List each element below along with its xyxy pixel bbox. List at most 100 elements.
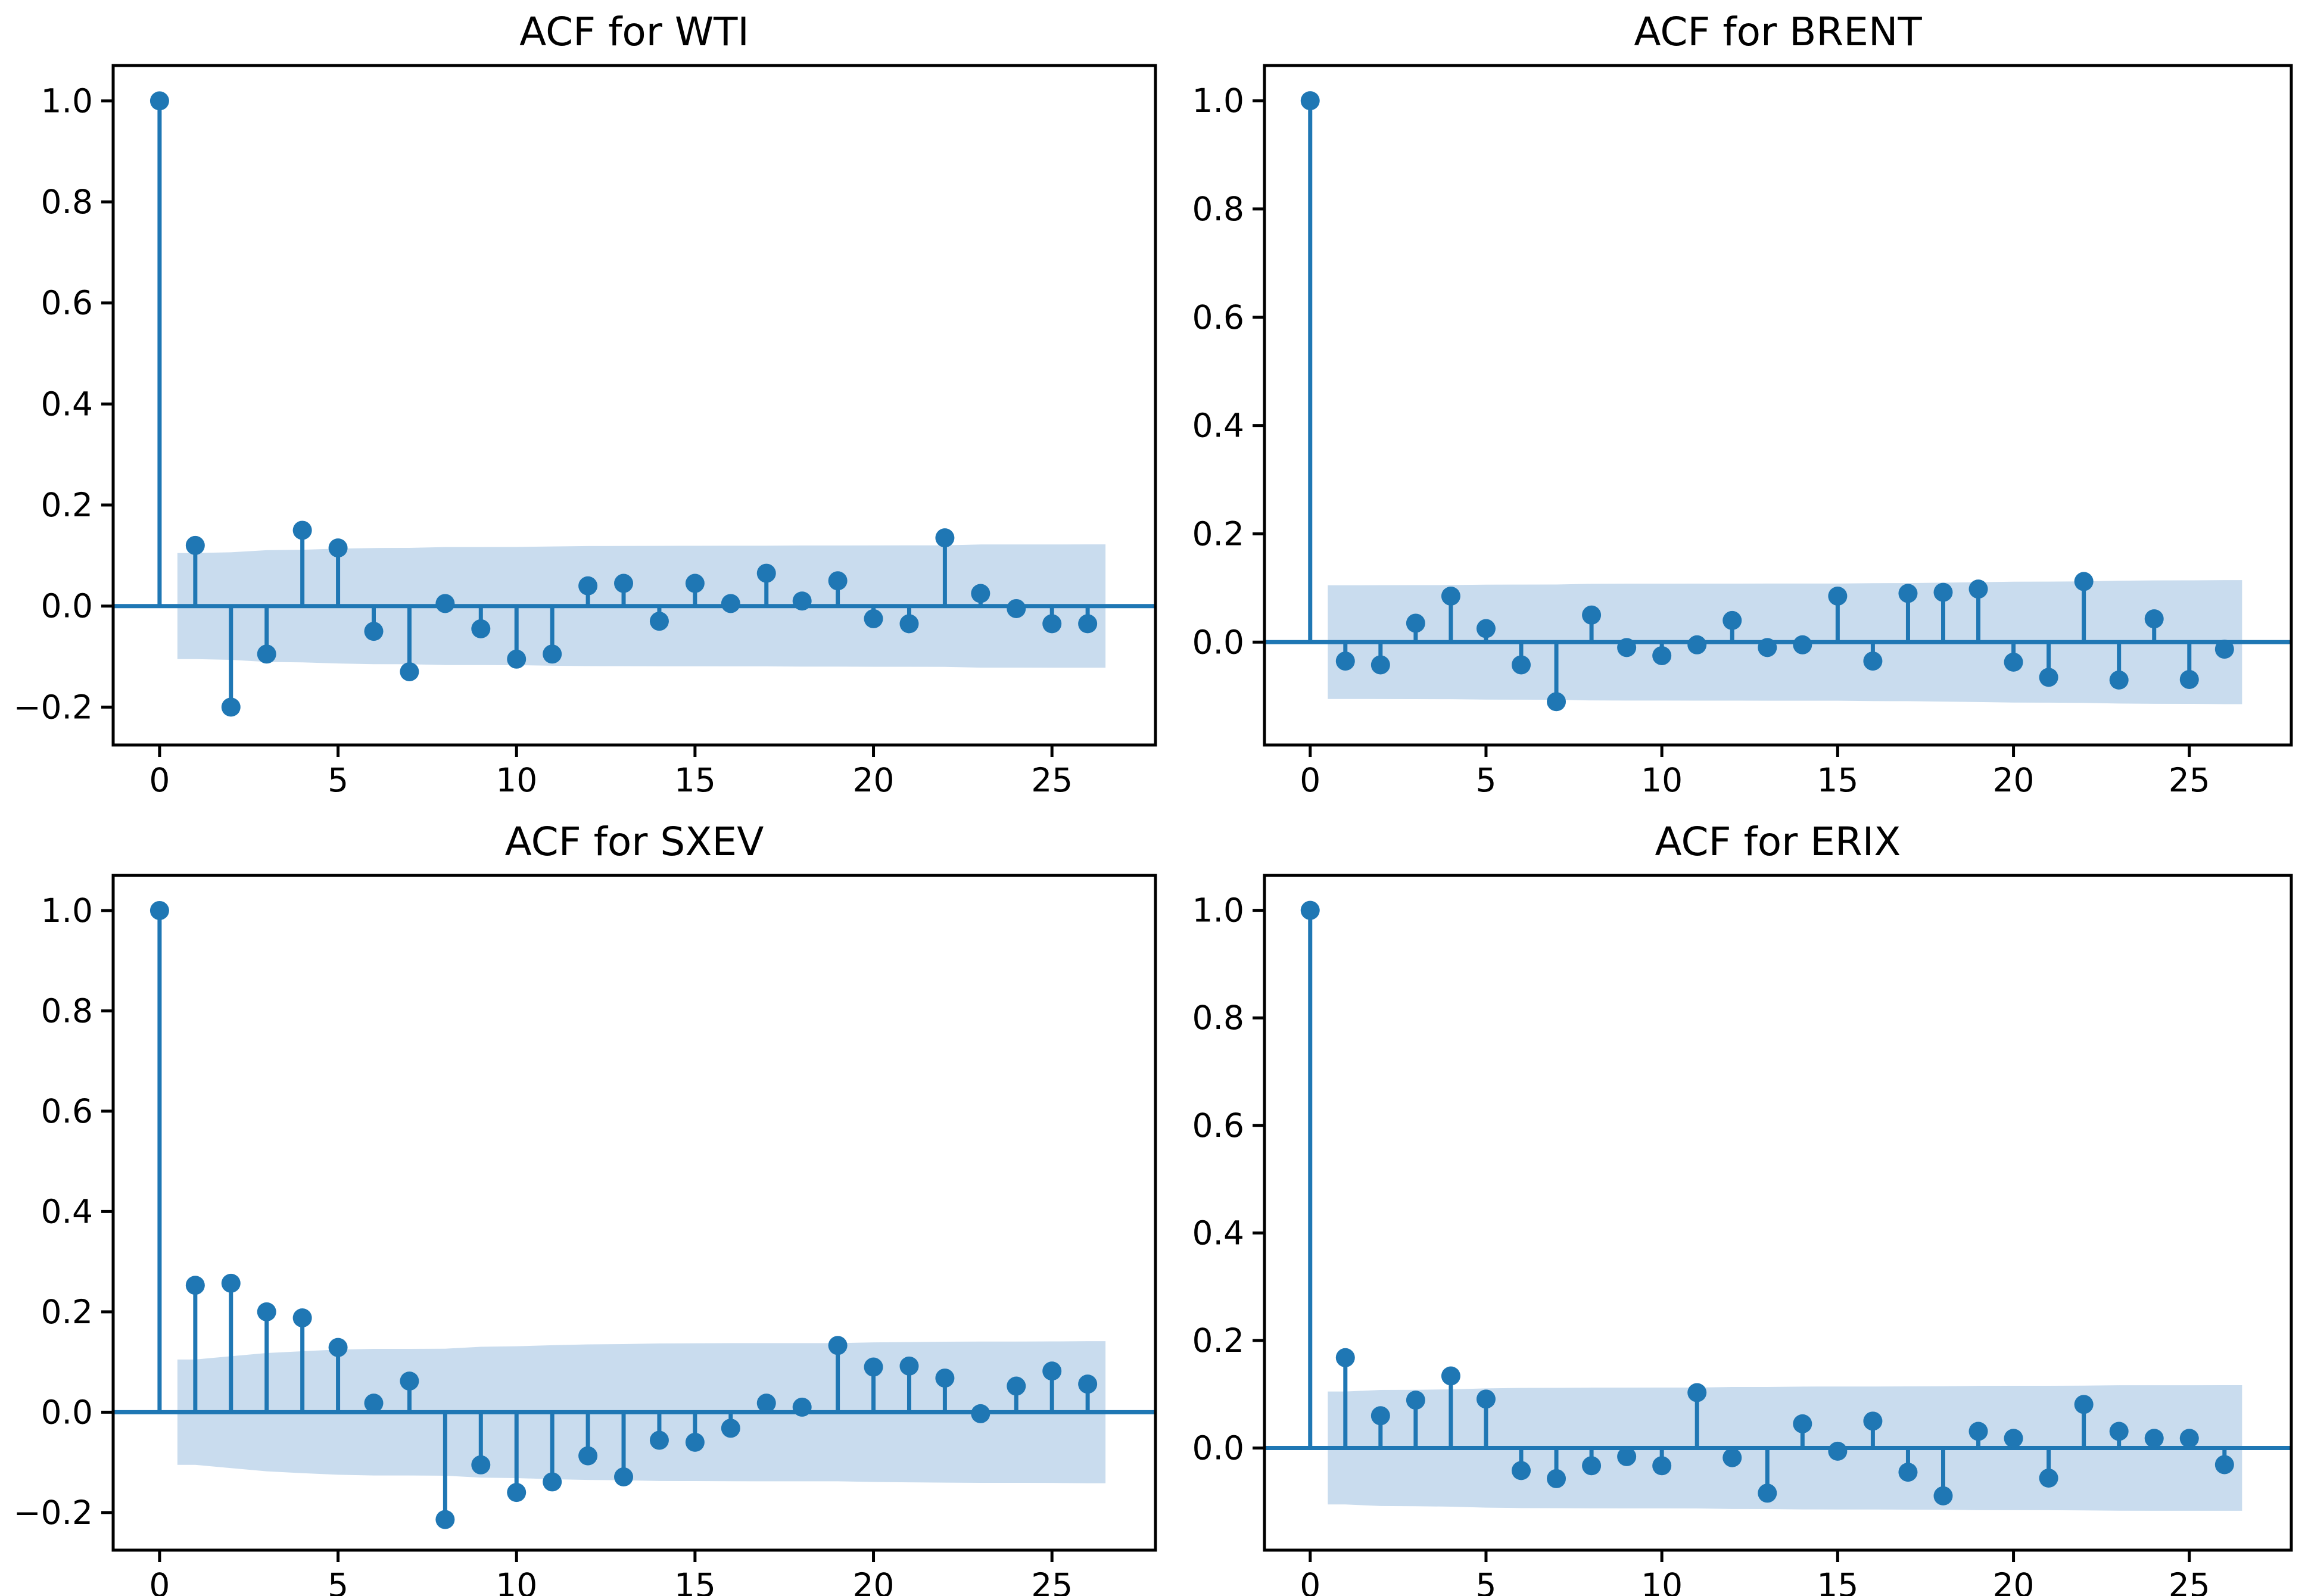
subplot-title-brent: ACF for BRENT — [1634, 9, 1922, 55]
stem-marker — [292, 1308, 312, 1327]
y-tick-label: 0.6 — [1192, 298, 1244, 336]
stem-marker — [1828, 1441, 1848, 1461]
y-tick-label: 0.4 — [41, 1192, 93, 1230]
stem-marker — [328, 1338, 348, 1357]
stem-marker — [1968, 579, 1988, 599]
stem-marker — [435, 1510, 455, 1529]
stem-marker — [221, 697, 241, 717]
stem-marker — [257, 644, 276, 664]
stem-marker — [1793, 1414, 1812, 1433]
stem-marker — [1406, 1391, 1425, 1410]
x-tick-label: 15 — [1817, 1566, 1858, 1596]
stem-marker — [1547, 1469, 1566, 1488]
x-tick-label: 10 — [1641, 761, 1683, 799]
stem-marker — [400, 662, 419, 681]
y-tick-label: 0.8 — [41, 992, 93, 1030]
stem-marker — [1968, 1422, 1988, 1441]
x-tick-label: 10 — [496, 761, 537, 799]
stem-marker — [328, 538, 348, 558]
stem-marker — [614, 573, 634, 593]
y-tick-label: 1.0 — [1192, 82, 1244, 120]
y-tick-label: 1.0 — [41, 82, 93, 120]
stem-marker — [1687, 1383, 1707, 1402]
stem-marker — [1793, 635, 1812, 654]
stem-marker — [899, 614, 919, 634]
stem-marker — [1370, 655, 1390, 675]
y-tick-label: 0.8 — [41, 183, 93, 221]
stem-marker — [1863, 652, 1883, 671]
x-tick-label: 5 — [328, 761, 348, 799]
stem-marker — [2039, 1469, 2058, 1488]
x-tick-label: 20 — [853, 1566, 895, 1596]
stem-marker — [1042, 1361, 1062, 1381]
stem-marker — [2179, 669, 2199, 689]
stem-marker — [828, 571, 848, 591]
stem-marker — [1300, 91, 1320, 111]
x-tick-label: 25 — [1031, 761, 1073, 799]
x-tick-label: 25 — [1031, 1566, 1073, 1596]
x-tick-label: 25 — [2169, 1566, 2210, 1596]
y-tick-label: 1.0 — [1192, 891, 1244, 930]
stem-marker — [2214, 640, 2234, 659]
stem-marker — [364, 1394, 384, 1413]
stem-marker — [1078, 614, 1098, 634]
stem-marker — [1406, 613, 1425, 633]
axes-frame — [1263, 64, 2293, 747]
y-tick-label: 0.2 — [1192, 515, 1244, 553]
stem-marker — [1476, 619, 1496, 638]
y-tick-label: 0.6 — [1192, 1106, 1244, 1145]
stem-marker — [543, 644, 562, 664]
y-tick-label: −0.2 — [13, 688, 93, 726]
stem-marker — [1512, 1461, 1531, 1480]
y-tick-label: 0.0 — [1192, 1429, 1244, 1467]
stem-marker — [1335, 1348, 1355, 1367]
stem-marker — [614, 1467, 634, 1487]
stem-marker — [721, 594, 740, 613]
y-tick-label: 0.8 — [1192, 999, 1244, 1037]
stem-marker — [1758, 1483, 1777, 1503]
stem-marker — [756, 1394, 776, 1413]
stem-marker — [1617, 1447, 1637, 1466]
stem-marker — [2109, 670, 2129, 690]
stem-marker — [1007, 598, 1026, 618]
y-tick-label: 0.0 — [1192, 623, 1244, 661]
x-tick-label: 0 — [1300, 761, 1320, 799]
acf-subplot-sxev: 0 5 10 15 20 25 1.0 0.8 0.6 0.4 0.2 0.0 −0.2 — [13, 874, 1157, 1596]
stem-marker — [1758, 638, 1777, 657]
stem-marker — [1582, 1456, 1602, 1476]
x-tick-label: 15 — [674, 761, 716, 799]
x-tick-label: 20 — [1993, 761, 2035, 799]
stem-marker — [1722, 1448, 1742, 1467]
stem-marker — [1687, 635, 1707, 654]
stem-marker — [1652, 1456, 1672, 1476]
y-tick-label: 0.4 — [1192, 1214, 1244, 1252]
stem-marker — [649, 1430, 669, 1450]
stem-marker — [364, 622, 384, 641]
stem-marker — [1300, 900, 1320, 920]
stem-marker — [2109, 1422, 2129, 1441]
y-tick-label: 0.8 — [1192, 190, 1244, 228]
stem-marker — [792, 1397, 812, 1417]
y-tick-label: 1.0 — [41, 891, 93, 930]
x-tick-label: 0 — [1300, 1566, 1320, 1596]
stem-marker — [1441, 1366, 1460, 1386]
stem-marker — [935, 1369, 955, 1388]
stem-marker — [2144, 1429, 2164, 1448]
stem-marker — [149, 91, 169, 111]
stem-marker — [1476, 1389, 1496, 1409]
stem-marker — [1441, 586, 1460, 606]
y-tick-label: 0.2 — [41, 1293, 93, 1331]
stem-marker — [221, 1273, 241, 1293]
subplot-title-wti: ACF for WTI — [519, 9, 749, 55]
x-tick-label: 20 — [1993, 1566, 2035, 1596]
stem-marker — [2074, 572, 2094, 591]
stem-marker — [1863, 1411, 1883, 1431]
stem-marker — [899, 1356, 919, 1376]
subplot-title-erix: ACF for ERIX — [1655, 819, 1901, 865]
x-tick-label: 0 — [149, 761, 170, 799]
acf-subplot-brent: 0 5 10 15 20 25 1.0 0.8 0.6 0.4 0.2 0.0 — [1192, 64, 2293, 799]
x-tick-label: 10 — [496, 1566, 537, 1596]
stem-marker — [1547, 692, 1566, 712]
stem-marker — [2039, 668, 2058, 687]
stem-marker — [1512, 655, 1531, 675]
